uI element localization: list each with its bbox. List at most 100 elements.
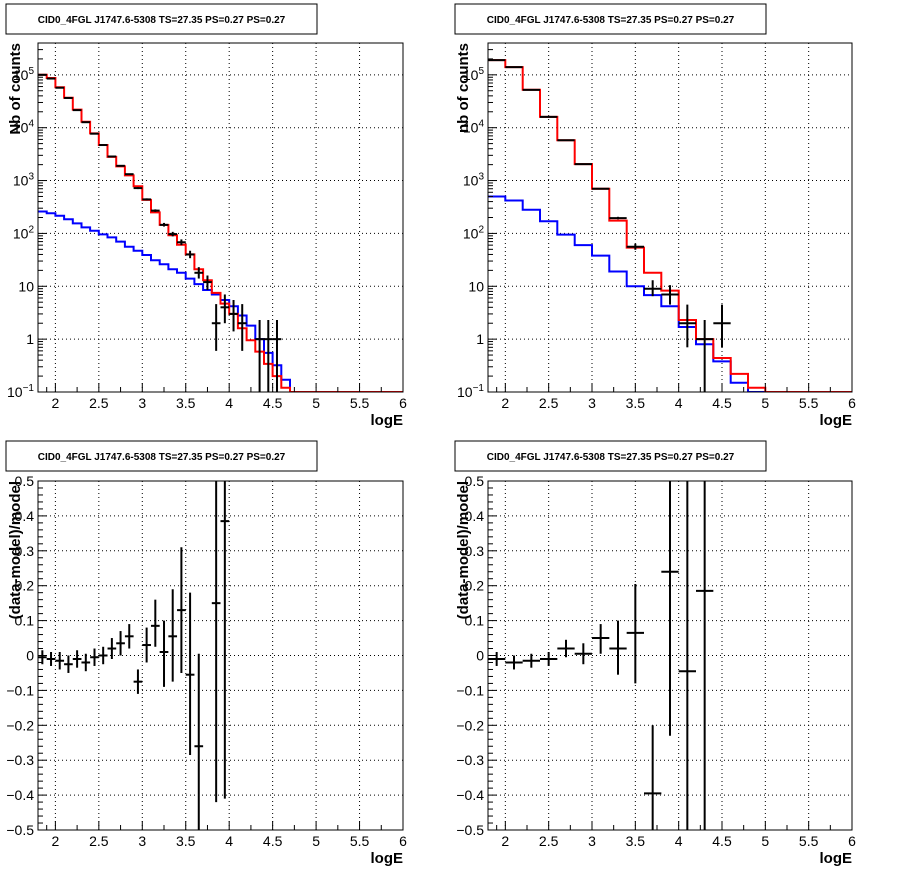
x-tick-label: 5.5 bbox=[799, 395, 819, 411]
series-group bbox=[38, 481, 230, 830]
y-axis: −0.5 −0.4 −0.3 −0.2 −0.1 0 0.1 0.2 0.3 0.4 0.5 bbox=[6, 473, 47, 838]
y-tick-label: −0.2 bbox=[6, 717, 34, 733]
data-point bbox=[229, 300, 238, 332]
y-axis-label: nb of counts bbox=[455, 43, 472, 133]
y-tick-label: 10 bbox=[468, 278, 484, 294]
data-point bbox=[64, 96, 73, 99]
y-tick-label: −0.1 bbox=[456, 682, 484, 698]
y-tick-label: 10−1 bbox=[7, 383, 34, 400]
data-points bbox=[488, 59, 731, 392]
y-tick-base: 10 bbox=[457, 384, 473, 400]
x-tick-label: 4 bbox=[225, 395, 233, 411]
x-tick-label: 4 bbox=[225, 833, 233, 849]
data-point bbox=[609, 620, 627, 675]
x-tick-label: 5 bbox=[312, 833, 320, 849]
x-tick-label: 3 bbox=[138, 833, 146, 849]
x-tick-label: 3 bbox=[588, 395, 596, 411]
chart-title: CID0_4FGL J1747.6-5308 TS=27.35 PS=0.27 … bbox=[487, 452, 735, 463]
y-tick-exponent: 2 bbox=[28, 224, 34, 235]
y-tick-label: −0.3 bbox=[456, 752, 484, 768]
y-tick-base: 10 bbox=[13, 225, 29, 241]
data-point bbox=[220, 481, 230, 799]
data-point bbox=[72, 109, 82, 112]
data-point bbox=[142, 627, 151, 663]
data-point bbox=[72, 650, 82, 668]
data-point bbox=[177, 547, 186, 673]
data-points bbox=[38, 481, 230, 830]
x-tick-label: 2.5 bbox=[539, 833, 559, 849]
data-point bbox=[38, 650, 47, 665]
y-tick-base: 10 bbox=[13, 120, 29, 136]
y-tick-base: 1 bbox=[26, 331, 34, 347]
y-tick-label: −0.4 bbox=[6, 787, 34, 803]
series-group bbox=[488, 481, 714, 830]
x-axis-label: logE bbox=[820, 412, 853, 429]
title-box bbox=[454, 440, 767, 472]
data-point bbox=[81, 121, 91, 124]
x-tick-label: 2.5 bbox=[539, 395, 559, 411]
data-point bbox=[168, 589, 178, 682]
data-point bbox=[263, 320, 273, 392]
y-tick-exponent: 4 bbox=[28, 119, 34, 130]
data-point bbox=[574, 643, 592, 665]
data-point bbox=[557, 639, 575, 658]
data-point bbox=[133, 669, 143, 694]
data-point bbox=[644, 280, 662, 297]
x-tick-label: 5 bbox=[761, 395, 769, 411]
grid bbox=[488, 43, 852, 392]
y-tick-label: 0 bbox=[26, 648, 34, 664]
series-line-component_model bbox=[38, 210, 403, 392]
y-tick-label: 103 bbox=[13, 172, 35, 189]
title-box bbox=[454, 3, 767, 35]
data-point bbox=[220, 294, 230, 324]
x-axis-label: logE bbox=[371, 850, 404, 867]
y-tick-label: 1 bbox=[476, 331, 484, 347]
chart-panel-bottom-left: 2 2.5 3 3.5 4 4.5 5 5.5 6logE−0.5−0.4−0.3−0.2−0.… bbox=[5, 440, 407, 867]
x-axis: 2 2.5 3 3.5 4 4.5 5 5.5 6 bbox=[46, 383, 407, 411]
chart-title: CID0_4FGL J1747.6-5308 TS=27.35 PS=0.27 … bbox=[38, 452, 286, 463]
x-tick-label: 2 bbox=[501, 395, 509, 411]
data-point bbox=[81, 653, 91, 672]
y-tick-label: 0.3 bbox=[465, 543, 485, 559]
y-tick-base: 10 bbox=[463, 120, 479, 136]
y-tick-base: 10 bbox=[463, 67, 479, 83]
x-axis-label: logE bbox=[371, 412, 404, 429]
y-axis-label: (data-model)/model bbox=[455, 481, 472, 619]
data-point bbox=[505, 655, 523, 670]
data-point bbox=[644, 725, 662, 830]
data-point bbox=[272, 320, 282, 392]
y-tick-label: 0.1 bbox=[15, 613, 35, 629]
x-tick-label: 5 bbox=[312, 395, 320, 411]
x-tick-label: 4.5 bbox=[263, 833, 283, 849]
chart-panel-top-right: 2 2.5 3 3.5 4 4.5 5 5.5 6logE10−1110102103104105… bbox=[454, 3, 856, 429]
data-point bbox=[557, 139, 575, 142]
series-group bbox=[488, 59, 852, 392]
y-tick-label: 103 bbox=[463, 172, 485, 189]
data-point bbox=[237, 304, 247, 351]
data-point bbox=[98, 646, 108, 665]
data-point bbox=[609, 216, 627, 220]
y-tick-exponent: 2 bbox=[478, 224, 484, 235]
data-point bbox=[626, 243, 644, 250]
y-tick-exponent: 5 bbox=[478, 66, 484, 77]
data-point bbox=[177, 239, 186, 246]
x-tick-label: 3 bbox=[588, 833, 596, 849]
data-point bbox=[124, 173, 134, 176]
y-tick-label: 0.5 bbox=[465, 473, 485, 489]
data-point bbox=[98, 144, 108, 147]
data-point bbox=[194, 267, 204, 279]
data-point bbox=[592, 624, 610, 654]
data-point bbox=[678, 304, 696, 348]
data-point bbox=[661, 285, 679, 305]
x-tick-label: 4.5 bbox=[712, 395, 732, 411]
y-tick-label: −0.4 bbox=[456, 787, 484, 803]
grid bbox=[38, 43, 403, 392]
chart-panel-bottom-right: 2 2.5 3 3.5 4 4.5 5 5.5 6logE−0.5−0.4−0.3−0.2−0.… bbox=[454, 440, 856, 867]
data-point bbox=[696, 320, 714, 392]
y-tick-exponent: 3 bbox=[478, 172, 484, 183]
chart-panel-top-left: 2 2.5 3 3.5 4 4.5 5 5.5 6logE10−1110102103104105… bbox=[5, 3, 407, 429]
x-tick-label: 4.5 bbox=[263, 395, 283, 411]
y-tick-label: 105 bbox=[463, 66, 485, 83]
data-point bbox=[107, 638, 117, 659]
